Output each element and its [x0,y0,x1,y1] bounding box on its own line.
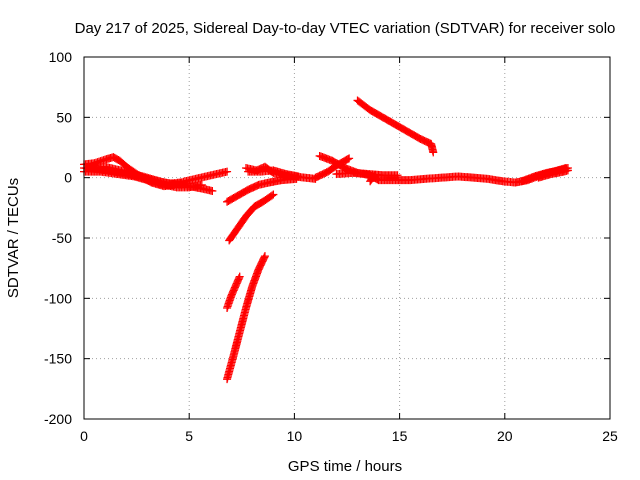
x-axis-title: GPS time / hours [288,458,402,475]
data-track [244,166,303,181]
data-track [223,272,244,312]
data-point [393,171,402,180]
axis-ticks: 0 5 10 15 20 25 -200 -150 -100 -50 0 50 100 [44,49,618,444]
x-tick-label: 5 [185,428,193,444]
data-point [235,272,244,281]
x-tick-label: 15 [392,428,408,444]
data-point [223,167,232,176]
data-point [343,155,352,164]
x-tick-label: 0 [80,428,88,444]
data-point [345,154,354,163]
data-point [429,148,438,157]
data-track [223,252,269,384]
data-track [534,166,572,182]
y-tick-label: -200 [44,411,72,427]
y-axis-title: SDTVAR / TECUs [5,178,22,298]
data-point [269,190,278,199]
y-tick-label: 100 [49,49,73,65]
y-tick-label: -100 [44,290,72,306]
data-track [332,168,402,180]
chart-title: Day 217 of 2025, Sidereal Day-to-day VTE… [75,20,616,37]
x-tick-label: 20 [497,428,513,444]
data-point [294,172,303,181]
data-point [370,171,379,180]
data-track [225,190,278,245]
data-track [82,162,185,188]
data-point [268,191,277,200]
plot-frame [83,56,611,420]
data-point [197,180,206,189]
data-track [353,96,438,157]
data-point [563,166,572,175]
data-markers [80,96,572,384]
x-tick-label: 10 [287,428,303,444]
data-point [260,252,269,261]
x-tick-label: 25 [602,428,618,444]
data-point [208,186,217,195]
data-point [369,172,378,181]
data-track [223,174,301,206]
y-tick-label: -150 [44,351,72,367]
grid-lines [84,57,610,419]
y-tick-label: 0 [64,170,72,186]
data-track [366,171,379,186]
y-tick-label: 50 [56,109,72,125]
data-point [176,178,185,187]
y-tick-label: -50 [52,230,72,246]
